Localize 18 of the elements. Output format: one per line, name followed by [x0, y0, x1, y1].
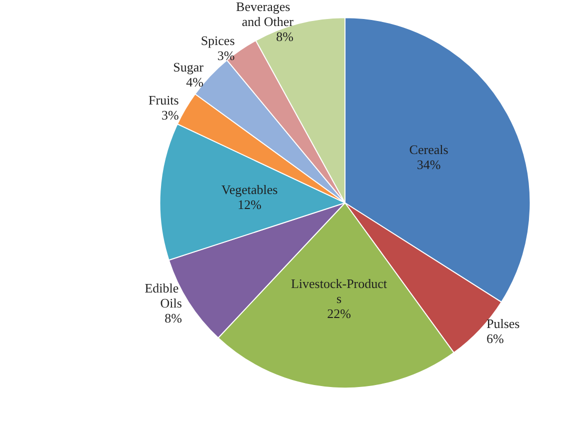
slice-label: Spices: [200, 33, 235, 48]
slice-label: Vegetables: [221, 182, 278, 197]
slice-label: Edible Oils: [144, 280, 182, 311]
slice-label: Livestock-Products: [290, 276, 388, 306]
data-label: 3%: [162, 108, 180, 123]
data-label: 12%: [238, 196, 262, 212]
data-label: 4%: [186, 74, 204, 90]
slice-label: Sugar: [173, 60, 204, 75]
slice-label: Pulses: [486, 316, 520, 332]
slice-label: Beverages and Other: [236, 0, 294, 30]
data-label: 8%: [164, 310, 182, 326]
data-label: 8%: [276, 29, 294, 44]
slice-label: Fruits: [148, 92, 179, 108]
data-label: 22%: [327, 306, 352, 321]
data-label: 34%: [416, 156, 441, 172]
data-label: 3%: [217, 48, 235, 64]
slice-label: Cereals: [409, 142, 448, 157]
data-label: 6%: [486, 331, 504, 346]
